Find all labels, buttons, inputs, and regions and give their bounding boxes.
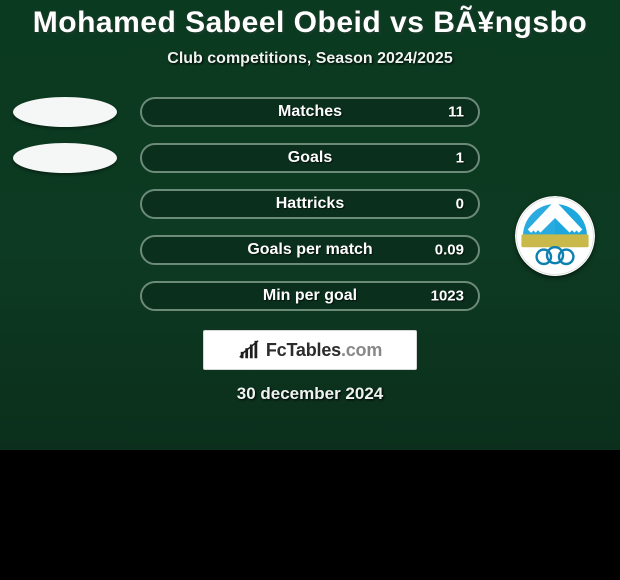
stat-value: 0 — [456, 196, 464, 213]
branding-text: FcTables.com — [266, 340, 382, 361]
player-oval — [13, 143, 117, 173]
stat-label: Goals — [288, 149, 332, 167]
stat-value: 1 — [456, 150, 464, 167]
left-slot — [10, 143, 120, 173]
stat-value: 11 — [448, 104, 464, 121]
stat-label: Matches — [278, 103, 342, 121]
branding-main: FcTables — [266, 340, 341, 360]
comparison-card: Mohamed Sabeel Obeid vs BÃ¥ngsbo Club co… — [0, 0, 620, 450]
stat-value: 1023 — [431, 288, 464, 305]
stat-pill-goals: Goals 1 — [140, 143, 480, 173]
player-oval — [13, 97, 117, 127]
page-title: Mohamed Sabeel Obeid vs BÃ¥ngsbo — [0, 6, 620, 40]
chart-icon — [238, 339, 260, 361]
stat-label: Min per goal — [263, 287, 357, 305]
stat-row: Min per goal 1023 — [0, 280, 620, 312]
subtitle: Club competitions, Season 2024/2025 — [0, 50, 620, 68]
stat-pill-hattricks: Hattricks 0 — [140, 189, 480, 219]
branding-suffix: .com — [341, 340, 382, 360]
stat-row: Goals per match 0.09 — [0, 234, 620, 266]
stat-row: Goals 1 — [0, 142, 620, 174]
stat-label: Goals per match — [247, 241, 372, 259]
stat-pill-matches: Matches 11 — [140, 97, 480, 127]
branding-box: FcTables.com — [203, 330, 417, 370]
stat-label: Hattricks — [276, 195, 344, 213]
stat-row: Matches 11 — [0, 96, 620, 128]
left-slot — [10, 97, 120, 127]
stat-pill-gpm: Goals per match 0.09 — [140, 235, 480, 265]
stat-value: 0.09 — [435, 242, 464, 259]
stats-rows: Matches 11 Goals 1 Hattricks 0 — [0, 96, 620, 312]
stat-pill-mpg: Min per goal 1023 — [140, 281, 480, 311]
date-text: 30 december 2024 — [0, 384, 620, 404]
stat-row: Hattricks 0 — [0, 188, 620, 220]
